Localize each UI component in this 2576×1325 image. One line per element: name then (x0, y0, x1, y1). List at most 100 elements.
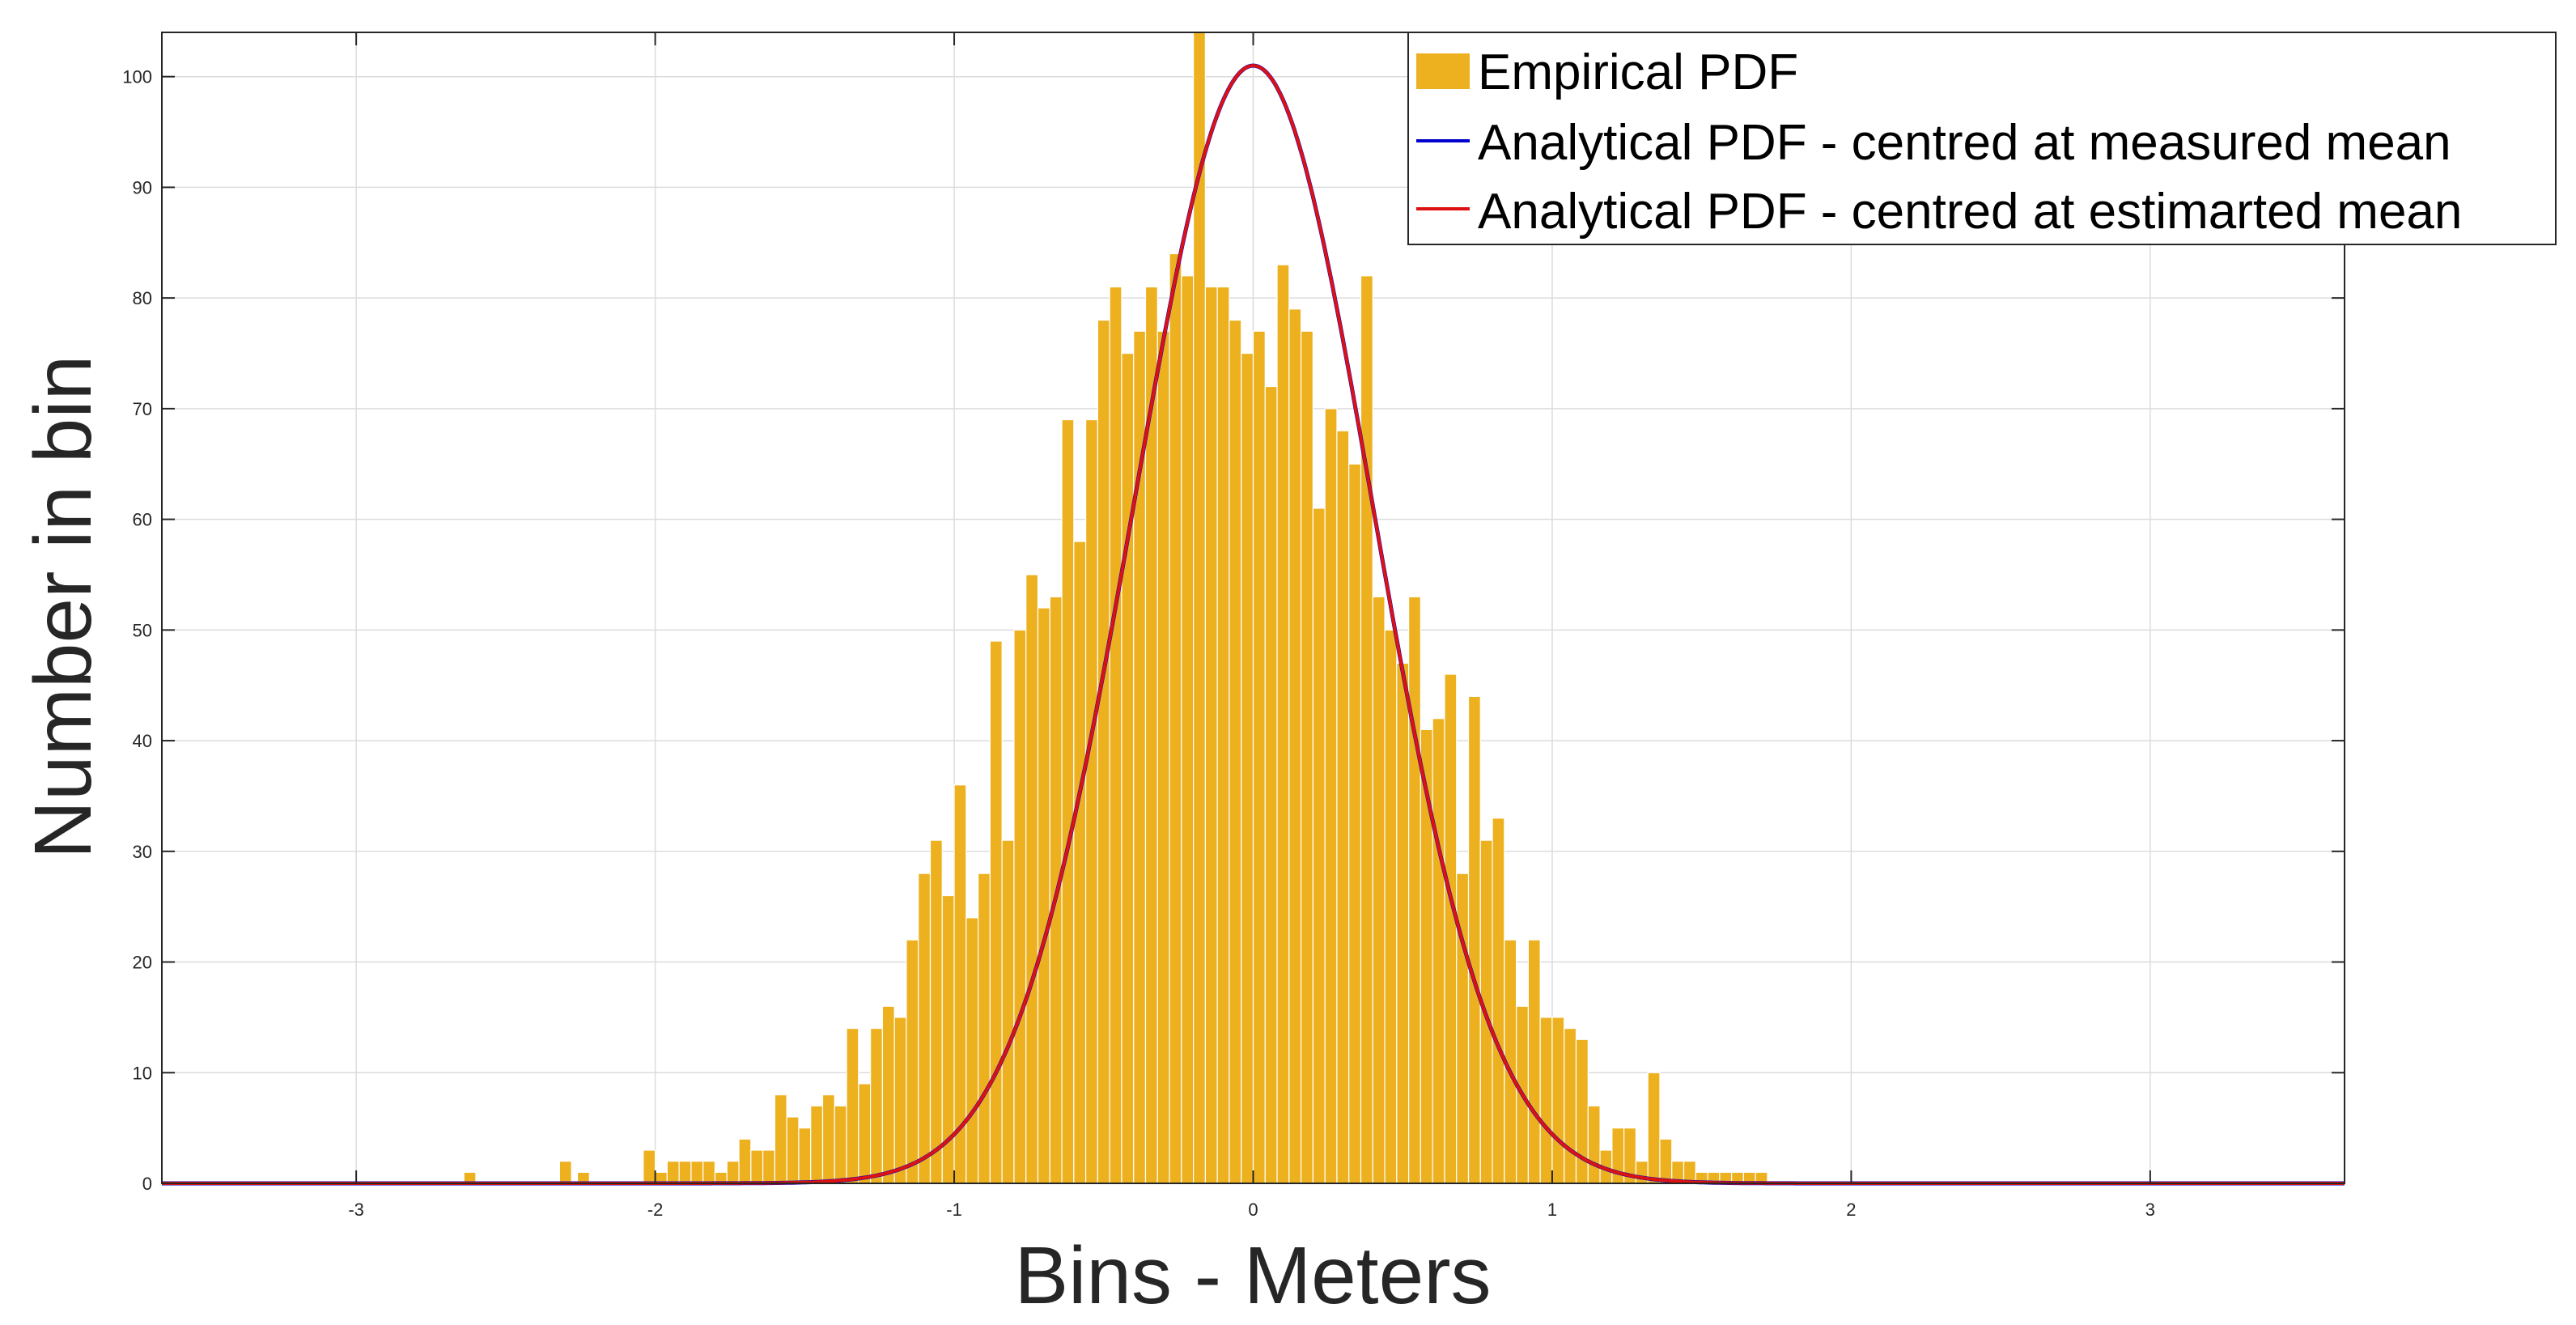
histogram-bar (989, 640, 1003, 1184)
histogram-bar (1241, 352, 1254, 1184)
histogram-bar (1659, 1138, 1673, 1184)
legend-box (1407, 32, 2557, 245)
y-tick-label: 70 (133, 399, 152, 419)
histogram-bar (870, 1027, 883, 1184)
x-tick-label: 0 (1248, 1200, 1258, 1220)
histogram-bar (1193, 32, 1206, 1184)
histogram-bar (558, 1161, 572, 1184)
histogram-bar (1073, 541, 1087, 1184)
histogram-bar (893, 1017, 907, 1184)
y-tick-label: 30 (133, 842, 152, 862)
histogram-bar (1169, 253, 1182, 1184)
histogram-bar (738, 1138, 752, 1184)
histogram-bar (929, 839, 943, 1184)
histogram-bar (1001, 839, 1015, 1184)
y-tick-label: 90 (133, 177, 152, 197)
legend-label-estimated-mean: Analytical PDF - centred at estimarted m… (1478, 184, 2462, 240)
x-tick-label: -1 (946, 1200, 962, 1220)
histogram-bar (1276, 264, 1290, 1184)
histogram-bar (1156, 330, 1170, 1184)
histogram-bar (678, 1161, 692, 1184)
histogram-bar (1564, 1027, 1577, 1184)
histogram-bar (1336, 430, 1350, 1184)
histogram-bar (1396, 662, 1410, 1184)
histogram-bar (762, 1149, 775, 1184)
histogram-bar (1301, 330, 1313, 1184)
histogram-bar (906, 939, 919, 1184)
axis-ticks (162, 32, 2345, 1184)
histogram-bar (786, 1116, 800, 1184)
histogram-bar (1372, 596, 1386, 1184)
histogram-bar (1587, 1105, 1601, 1184)
histogram-bar (1360, 275, 1373, 1184)
x-tick-labels: -3 -2 -1 0 1 2 3 (348, 1200, 2155, 1220)
histogram-bar (1539, 1017, 1553, 1184)
y-tick-label: 10 (133, 1063, 152, 1083)
histogram-bar (1121, 352, 1135, 1184)
y-tick-labels: 0 10 20 30 40 50 60 70 80 90 100 (122, 67, 152, 1194)
y-tick-label: 60 (133, 510, 152, 530)
histogram-bar (1216, 286, 1230, 1184)
histogram-bar (918, 873, 932, 1184)
histogram-bar (1061, 418, 1075, 1184)
histogram-bar (1444, 673, 1458, 1184)
histogram-bar (750, 1149, 764, 1184)
histogram-bar (726, 1161, 740, 1184)
histogram-bar (1085, 418, 1098, 1184)
legend-swatch-empirical (1416, 53, 1470, 89)
legend: Empirical PDF Analytical PDF - centred a… (1407, 32, 2557, 245)
histogram-bar (1527, 939, 1541, 1184)
histogram-bar (1264, 385, 1278, 1184)
histogram-bar (1037, 607, 1050, 1184)
histogram-bar (1492, 818, 1505, 1184)
histogram-bar (774, 1094, 787, 1184)
histogram-bar (1097, 319, 1110, 1184)
x-tick-label: 3 (2145, 1200, 2155, 1220)
histogram-bar (821, 1094, 835, 1184)
y-axis-title: Number in bin (18, 355, 108, 860)
histogram-bar (798, 1128, 812, 1184)
x-tick-label: -2 (647, 1200, 664, 1220)
x-tick-label: 1 (1547, 1200, 1557, 1220)
y-tick-label: 0 (142, 1174, 152, 1194)
histogram-bar (1013, 629, 1027, 1184)
histogram-bar (846, 1027, 859, 1184)
x-axis-title: Bins - Meters (1014, 1230, 1491, 1321)
histogram-bar (666, 1161, 680, 1184)
histogram-bar (1551, 1017, 1565, 1184)
histogram-bar (702, 1161, 716, 1184)
y-tick-label: 40 (133, 731, 152, 751)
histogram-bar (1408, 596, 1421, 1184)
histogram-bar (690, 1161, 704, 1184)
histogram-bar (1252, 330, 1266, 1184)
histogram-bar (834, 1105, 847, 1184)
histogram-bar (1348, 463, 1362, 1184)
histogram-bar (881, 1005, 895, 1184)
histogram-bar (1647, 1072, 1661, 1184)
legend-label-empirical: Empirical PDF (1478, 45, 1798, 100)
histogram-bar (1324, 408, 1338, 1184)
histogram-bar (1384, 629, 1398, 1184)
histogram-bar (1109, 286, 1122, 1184)
histogram-bar (643, 1149, 656, 1184)
histogram-bar (965, 917, 979, 1184)
y-tick-label: 20 (133, 953, 152, 973)
histogram-bar (1181, 275, 1195, 1184)
histogram-bar (1432, 718, 1445, 1184)
histogram-bar (1229, 319, 1242, 1184)
x-tick-label: -3 (348, 1200, 364, 1220)
histogram-bar (1467, 695, 1481, 1184)
y-tick-label: 50 (133, 620, 152, 640)
x-tick-label: 2 (1846, 1200, 1856, 1220)
histogram-bar (1204, 286, 1218, 1184)
histogram-bar (858, 1083, 872, 1184)
histogram-bar (1312, 507, 1326, 1184)
histogram-bar (810, 1105, 824, 1184)
y-tick-label: 80 (133, 288, 152, 308)
histogram-bar (1288, 308, 1302, 1184)
histogram-bar (1025, 574, 1039, 1184)
histogram-bar (978, 873, 991, 1184)
y-tick-label: 100 (122, 67, 152, 87)
legend-label-measured-mean: Analytical PDF - centred at measured mea… (1478, 115, 2451, 171)
